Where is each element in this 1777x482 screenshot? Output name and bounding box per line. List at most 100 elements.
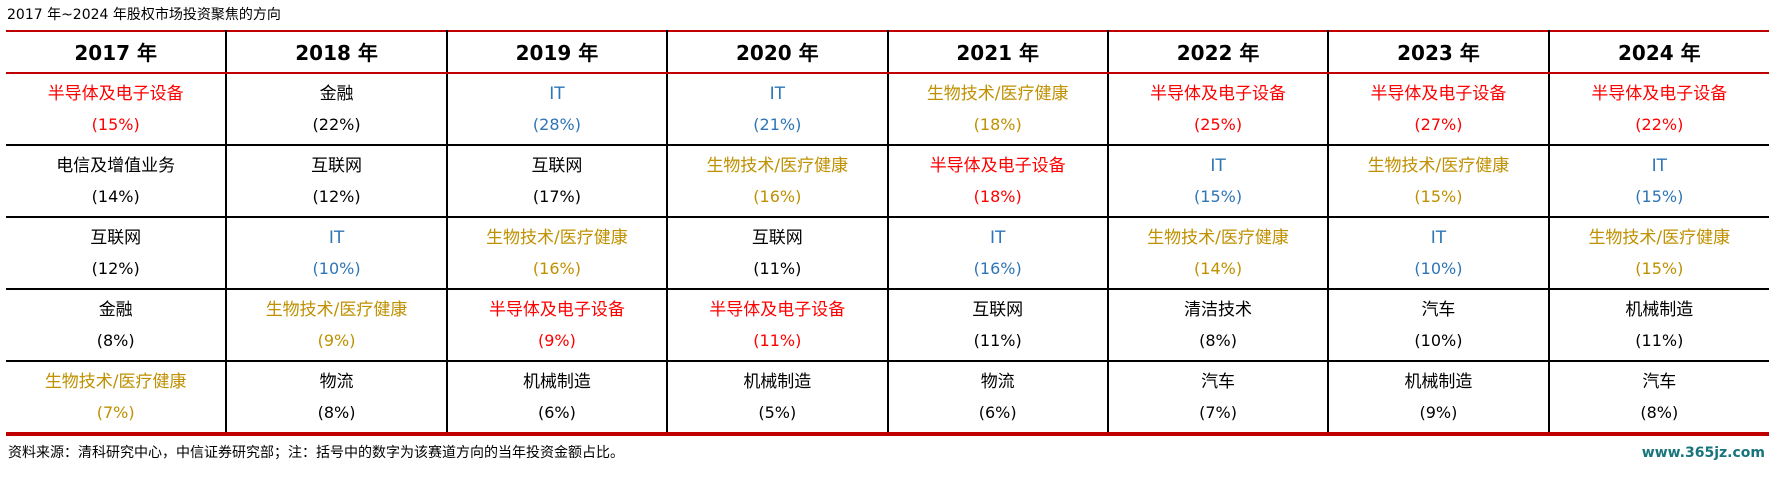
year-header: 2024 年 xyxy=(1547,31,1769,74)
sector-cell: 生物技术/医疗健康 (15%) xyxy=(1327,145,1549,218)
sector-cell: IT (21%) xyxy=(666,73,888,146)
sector-cell: 生物技术/医疗健康 (16%) xyxy=(666,145,888,218)
year-header: 2019 年 xyxy=(445,31,668,74)
sector-share: (25%) xyxy=(1194,115,1243,134)
sector-share: (10%) xyxy=(1414,331,1463,350)
sector-name: 生物技术/医疗健康 xyxy=(926,84,1069,104)
sector-cell: 半导体及电子设备 (27%) xyxy=(1327,73,1549,146)
sector-cell: 半导体及电子设备 (15%) xyxy=(6,73,227,146)
sector-share: (11%) xyxy=(1635,331,1684,350)
sector-share: (8%) xyxy=(317,403,356,422)
sector-name: IT xyxy=(1210,156,1226,176)
sector-name: 汽车 xyxy=(1201,372,1236,392)
sector-name: 半导体及电子设备 xyxy=(1370,84,1507,104)
sector-share: (10%) xyxy=(312,259,361,278)
sector-share: (9%) xyxy=(538,331,576,350)
table-row: 电信及增值业务 (14%) 互联网 (12%) 互联网 (17%) 生物技术/医疗健康 (16… xyxy=(6,145,1769,218)
sector-name: 物流 xyxy=(980,372,1015,392)
sector-share: (14%) xyxy=(1194,259,1243,278)
sector-name: IT xyxy=(1430,228,1447,248)
sector-cell: 生物技术/医疗健康 (9%) xyxy=(225,289,447,362)
sector-share: (18%) xyxy=(973,187,1022,206)
sector-cell: 汽车 (7%) xyxy=(1106,361,1329,434)
sector-name: 机械制造 xyxy=(743,372,812,392)
sector-name: IT xyxy=(769,84,786,104)
sector-name: 清洁技术 xyxy=(1184,300,1253,320)
sector-name: 半导体及电子设备 xyxy=(488,300,625,320)
sector-share: (15%) xyxy=(1194,187,1243,206)
sector-name: 生物技术/医疗健康 xyxy=(265,300,408,320)
table-row: 半导体及电子设备 (15%) 金融 (22%) IT (28%) IT (21%) 生物技术/医… xyxy=(6,73,1769,146)
sector-share: (27%) xyxy=(1414,115,1463,134)
sector-name: IT xyxy=(549,84,565,104)
sector-cell: IT (16%) xyxy=(886,217,1108,290)
sector-share: (17%) xyxy=(532,187,581,206)
year-header: 2020 年 xyxy=(666,31,888,74)
sector-share: (9%) xyxy=(317,331,356,350)
sector-cell: 汽车 (8%) xyxy=(1547,361,1769,434)
sector-cell: 生物技术/医疗健康 (14%) xyxy=(1106,217,1329,290)
sector-share: (16%) xyxy=(753,187,802,206)
sector-cell: IT (10%) xyxy=(1327,217,1549,290)
table-row: 互联网 (12%) IT (10%) 生物技术/医疗健康 (16%) 互联网 (11%) IT (… xyxy=(6,217,1769,290)
sector-cell: 电信及增值业务 (14%) xyxy=(6,145,227,218)
watermark-link[interactable]: www.365jz.com xyxy=(1641,445,1765,461)
figure-title: 2017 年~2024 年股权市场投资聚焦的方向 xyxy=(7,7,281,23)
sector-share: (15%) xyxy=(1635,259,1684,278)
sector-name: 生物技术/医疗健康 xyxy=(486,228,628,248)
sector-cell: 生物技术/医疗健康 (7%) xyxy=(6,361,226,434)
sector-cell: 互联网 (12%) xyxy=(225,145,447,218)
sector-share: (8%) xyxy=(96,331,135,350)
sector-cell: 物流 (8%) xyxy=(225,361,447,434)
sector-cell: 生物技术/医疗健康 (18%) xyxy=(886,73,1108,146)
sector-name: 半导体及电子设备 xyxy=(47,84,184,104)
sector-name: 互联网 xyxy=(972,300,1024,320)
sector-name: 生物技术/医疗健康 xyxy=(1367,156,1510,176)
sector-name: 互联网 xyxy=(751,228,803,248)
sector-share: (7%) xyxy=(1199,403,1237,422)
year-header: 2022 年 xyxy=(1106,31,1329,74)
sector-share: (11%) xyxy=(753,331,802,350)
sector-share: (7%) xyxy=(96,403,135,422)
sector-cell: 机械制造 (11%) xyxy=(1547,289,1769,362)
sector-cell: 清洁技术 (8%) xyxy=(1106,289,1329,362)
sector-name: 金融 xyxy=(319,84,354,104)
sector-share: (11%) xyxy=(753,259,802,278)
sector-cell: 生物技术/医疗健康 (15%) xyxy=(1547,217,1769,290)
sector-share: (8%) xyxy=(1199,331,1237,350)
sector-cell: 互联网 (11%) xyxy=(886,289,1108,362)
sector-cell: IT (28%) xyxy=(445,73,668,146)
sector-share: (15%) xyxy=(1414,187,1463,206)
sector-cell: 汽车 (10%) xyxy=(1327,289,1549,362)
sector-share: (6%) xyxy=(538,403,576,422)
table-row: 金融 (8%) 生物技术/医疗健康 (9%) 半导体及电子设备 (9%) 半导体及电子设备 (… xyxy=(6,289,1769,362)
sector-cell: IT (15%) xyxy=(1106,145,1329,218)
sector-name: 半导体及电子设备 xyxy=(1150,84,1287,104)
sector-name: 互联网 xyxy=(311,156,363,176)
sector-share: (11%) xyxy=(973,331,1022,350)
sector-cell: 半导体及电子设备 (25%) xyxy=(1106,73,1329,146)
sector-share: (22%) xyxy=(1635,115,1684,134)
sector-cell: 半导体及电子设备 (18%) xyxy=(886,145,1108,218)
sector-name: 机械制造 xyxy=(1404,372,1473,392)
sector-cell: 物流 (6%) xyxy=(886,361,1108,434)
sector-cell: 机械制造 (6%) xyxy=(445,361,668,434)
year-header: 2021 年 xyxy=(886,31,1108,74)
sector-name: 金融 xyxy=(98,300,133,320)
sector-name: 生物技术/医疗健康 xyxy=(44,372,187,392)
sector-cell: IT (15%) xyxy=(1547,145,1769,218)
sector-share: (15%) xyxy=(1635,187,1684,206)
year-header: 2023 年 xyxy=(1327,31,1549,74)
sector-name: 互联网 xyxy=(90,228,142,248)
sector-share: (16%) xyxy=(973,259,1022,278)
year-header: 2018 年 xyxy=(225,31,447,74)
sector-share: (10%) xyxy=(1414,259,1463,278)
sector-name: 机械制造 xyxy=(522,372,591,392)
sector-share: (12%) xyxy=(91,259,140,278)
sector-share: (16%) xyxy=(532,259,581,278)
table-body: 半导体及电子设备 (15%) 金融 (22%) IT (28%) IT (21%) 生物技术/医… xyxy=(6,73,1769,434)
sector-cell: 机械制造 (9%) xyxy=(1327,361,1549,434)
sector-share: (9%) xyxy=(1419,403,1458,422)
sector-cell: 半导体及电子设备 (22%) xyxy=(1547,73,1769,146)
